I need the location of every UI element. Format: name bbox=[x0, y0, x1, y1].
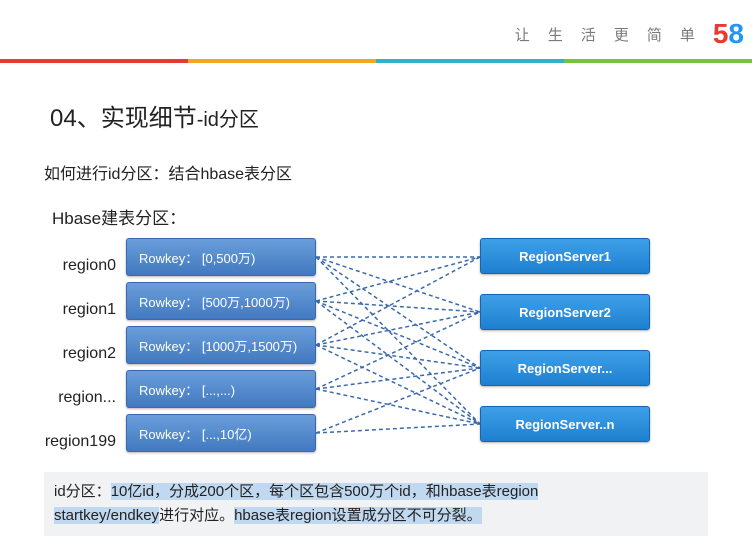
bar-orange bbox=[188, 59, 376, 63]
footer-highlight: 10亿id，分成200个区，每个区包含500万个id，和hbase表region bbox=[111, 483, 539, 500]
region-server-box: RegionServer..n bbox=[480, 406, 650, 442]
slide-title: 04、实现细节-id分区 bbox=[50, 98, 259, 133]
region-server-box: RegionServer2 bbox=[480, 294, 650, 330]
region-label: region1 bbox=[14, 288, 116, 332]
rowkey-box: Rowkey： [...,10亿) bbox=[126, 414, 316, 452]
region-label: region199 bbox=[14, 420, 116, 464]
footer-text: 进行对应。 bbox=[159, 507, 234, 524]
footer-highlight: hbase表region设置成分区不可分裂。 bbox=[234, 507, 482, 524]
rowkey-box: Rowkey： [0,500万) bbox=[126, 238, 316, 276]
region-label: region2 bbox=[14, 332, 116, 376]
region-labels: region0 region1 region2 region... region… bbox=[14, 244, 116, 464]
region-label: region... bbox=[14, 376, 116, 420]
top-color-bar bbox=[0, 59, 752, 63]
rowkey-box: Rowkey： [500万,1000万) bbox=[126, 282, 316, 320]
region-server-box: RegionServer1 bbox=[480, 238, 650, 274]
connection-lines bbox=[316, 238, 480, 458]
bar-teal bbox=[376, 59, 564, 63]
rowkey-box: Rowkey： [1000万,1500万) bbox=[126, 326, 316, 364]
title-sub: -id分区 bbox=[197, 109, 259, 131]
slogan-char: 活 bbox=[581, 24, 596, 45]
logo-digit-8: 8 bbox=[728, 18, 744, 49]
footer-note: id分区：10亿id，分成200个区，每个区包含500万个id，和hbase表r… bbox=[44, 472, 708, 536]
slogan: 让 生 活 更 简 单 bbox=[515, 24, 695, 45]
server-column: RegionServer1 RegionServer2 RegionServer… bbox=[480, 238, 650, 442]
slogan-char: 生 bbox=[548, 24, 563, 45]
page-header: 让 生 活 更 简 单 58 bbox=[515, 0, 752, 50]
slogan-char: 简 bbox=[647, 24, 662, 45]
bar-green bbox=[564, 59, 752, 63]
slogan-char: 单 bbox=[680, 24, 695, 45]
region-server-box: RegionServer... bbox=[480, 350, 650, 386]
slogan-char: 让 bbox=[515, 24, 530, 45]
subtitle: 如何进行id分区：结合hbase表分区 bbox=[44, 160, 292, 184]
logo-58: 58 bbox=[713, 18, 744, 50]
footer-highlight: startkey/endkey bbox=[54, 507, 159, 524]
bar-red bbox=[0, 59, 188, 63]
rowkey-column: Rowkey： [0,500万) Rowkey： [500万,1000万) Ro… bbox=[126, 238, 316, 452]
diagram-label: Hbase建表分区： bbox=[52, 204, 186, 229]
slogan-char: 更 bbox=[614, 24, 629, 45]
title-main: 04、实现细节 bbox=[50, 105, 197, 132]
rowkey-box: Rowkey： [...,...) bbox=[126, 370, 316, 408]
region-label: region0 bbox=[14, 244, 116, 288]
footer-text: id分区： bbox=[54, 483, 111, 500]
logo-digit-5: 5 bbox=[713, 18, 729, 49]
